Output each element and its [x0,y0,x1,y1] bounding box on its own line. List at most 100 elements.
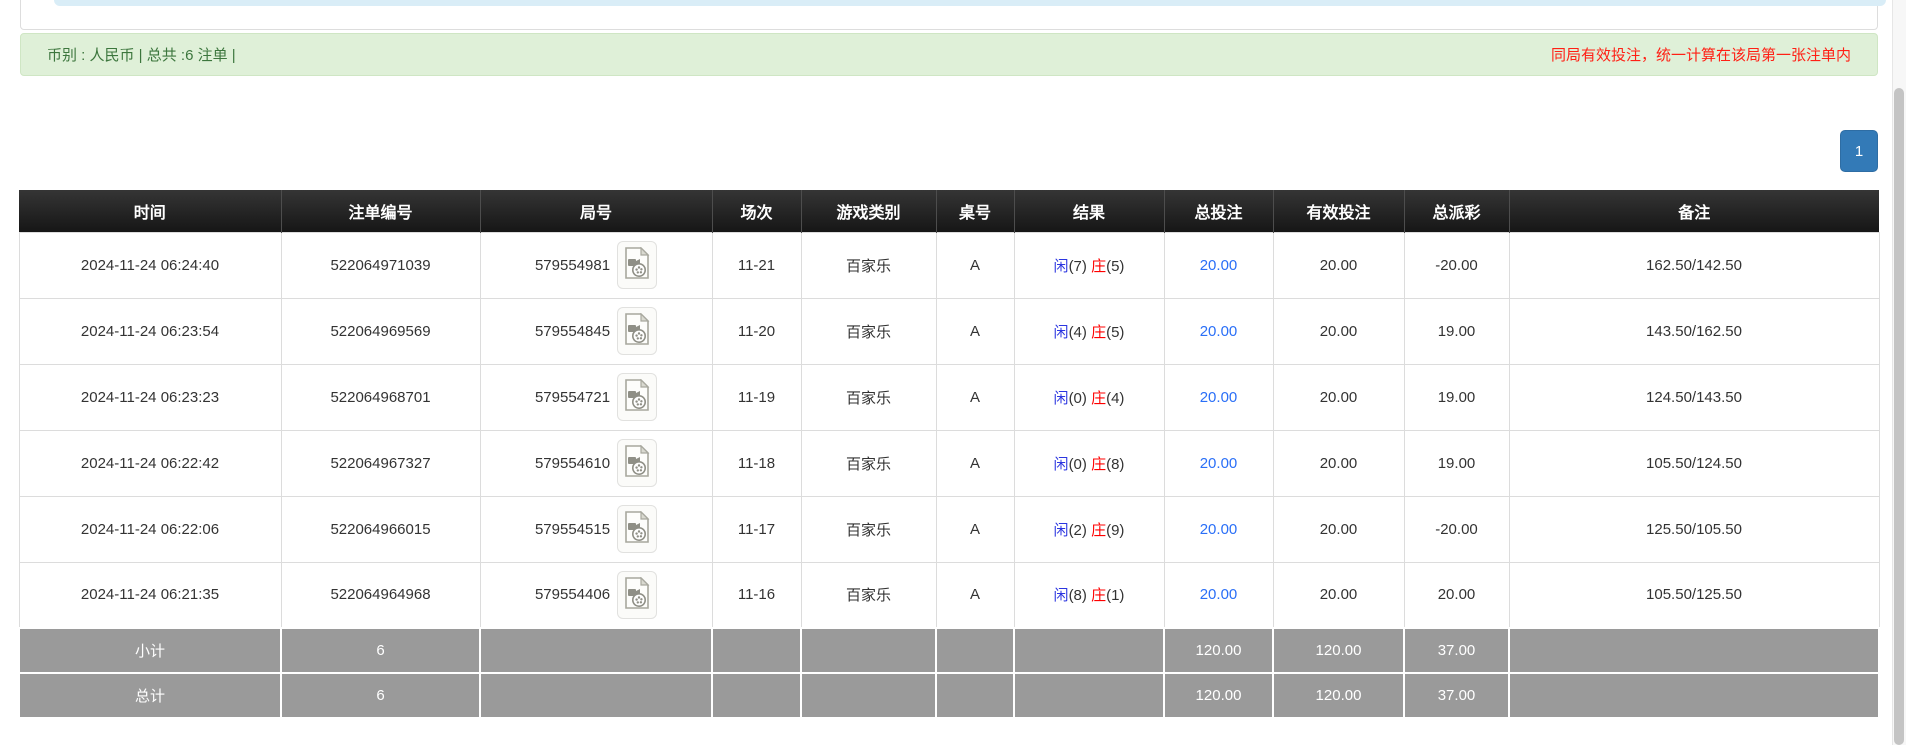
total-bet-link[interactable]: 20.00 [1199,454,1238,472]
header-round-id: 局号 [480,190,713,232]
cell-time: 2024-11-24 06:22:42 [18,429,282,497]
cell-bet-id: 522064964968 [280,561,481,629]
cell-session: 11-19 [711,363,802,431]
cell-round-id: 579554721 [479,363,713,431]
cell-session: 11-16 [711,561,802,629]
cell-remark: 124.50/143.50 [1508,363,1880,431]
cell-bet-id: 522064969569 [280,297,481,365]
cell-result: 闲(2) 庄(9) [1013,495,1165,563]
table-row: 2024-11-24 06:21:35 522064964968 5795544… [18,561,1880,629]
cell-bet-id: 522064966015 [280,495,481,563]
table-header-row: 时间 注单编号 局号 场次 游戏类别 桌号 结果 总投注 有效投注 总派彩 备注 [19,190,1879,232]
result-player-score: (8) [1068,587,1087,605]
total-bet-link[interactable]: 20.00 [1199,520,1238,538]
result-player-label: 闲 [1053,521,1069,539]
vertical-scrollbar-thumb[interactable] [1894,88,1904,745]
cell-total-bet: 20.00 [1163,363,1274,431]
cell-table-no: A [935,495,1015,563]
cell-table-no: A [935,231,1015,299]
top-form-strip [54,0,1886,6]
cell-time: 2024-11-24 06:23:23 [18,363,282,431]
cell-round-id: 579554845 [479,297,713,365]
result-banker-score: (9) [1106,521,1125,539]
summary-total-bet: 120.00 [1163,672,1274,719]
result-banker-label: 庄 [1091,587,1107,605]
video-replay-button[interactable] [617,241,658,289]
video-replay-button[interactable] [617,439,658,487]
result-banker-label: 庄 [1091,521,1107,539]
cell-total-bet: 20.00 [1163,495,1274,563]
table-row: 2024-11-24 06:23:54 522064969569 5795548… [18,297,1880,365]
video-replay-button[interactable] [617,570,658,619]
cell-time: 2024-11-24 06:21:35 [18,561,282,629]
result-banker-score: (1) [1106,587,1125,605]
summary-total-bet: 120.00 [1163,627,1274,674]
header-remark: 备注 [1509,190,1879,232]
pagination-page-1[interactable]: 1 [1840,130,1878,172]
header-result: 结果 [1014,190,1165,232]
total-bet-link[interactable]: 20.00 [1199,322,1238,340]
cell-session: 11-21 [711,231,802,299]
cell-bet-id: 522064971039 [280,231,481,299]
result-banker-score: (4) [1106,389,1125,407]
result-banker-label: 庄 [1091,257,1107,275]
round-id-text: 579554610 [534,454,611,472]
total-bet-link[interactable]: 20.00 [1199,256,1238,274]
cell-total-bet: 20.00 [1163,429,1274,497]
video-replay-button[interactable] [617,307,658,355]
cell-session: 11-17 [711,495,802,563]
cell-remark: 105.50/125.50 [1508,561,1880,629]
cell-game-type: 百家乐 [800,561,937,629]
header-total-bet: 总投注 [1164,190,1274,232]
cell-round-id: 579554515 [479,495,713,563]
cell-time: 2024-11-24 06:24:40 [18,231,282,299]
cell-payout: -20.00 [1403,231,1510,299]
result-player-score: (4) [1068,323,1087,341]
round-id-text: 579554721 [534,388,611,406]
cell-session: 11-20 [711,297,802,365]
round-id-text: 579554981 [534,256,611,274]
summary-payout: 37.00 [1403,627,1510,674]
result-player-score: (0) [1068,389,1087,407]
cell-round-id: 579554406 [479,561,713,629]
cell-game-type: 百家乐 [800,297,937,365]
cell-result: 闲(0) 庄(4) [1013,363,1165,431]
result-player-label: 闲 [1053,455,1069,473]
summary-bar: 币别 : 人民币 | 总共 :6 注单 | 同局有效投注，统一计算在该局第一张注… [20,33,1878,76]
cell-valid-bet: 20.00 [1272,561,1405,629]
video-file-icon [624,576,650,613]
cell-result: 闲(7) 庄(5) [1013,231,1165,299]
summary-payout: 37.00 [1403,672,1510,719]
header-game-type: 游戏类别 [801,190,937,232]
header-valid-bet: 有效投注 [1273,190,1405,232]
header-session: 场次 [712,190,802,232]
cell-valid-bet: 20.00 [1272,363,1405,431]
total-bet-link[interactable]: 20.00 [1199,388,1238,406]
total-bet-link[interactable]: 20.00 [1199,586,1238,604]
result-banker-label: 庄 [1091,323,1107,341]
cell-total-bet: 20.00 [1163,231,1274,299]
summary-count: 6 [280,672,481,719]
cell-bet-id: 522064967327 [280,429,481,497]
cell-total-bet: 20.00 [1163,561,1274,629]
result-player-label: 闲 [1053,257,1069,275]
summary-label: 小计 [18,627,282,674]
header-bet-id: 注单编号 [281,190,481,232]
cell-remark: 105.50/124.50 [1508,429,1880,497]
cell-bet-id: 522064968701 [280,363,481,431]
cell-remark: 143.50/162.50 [1508,297,1880,365]
summary-row: 总计 6 120.00 120.00 37.00 [18,672,1880,719]
video-replay-button[interactable] [617,505,658,553]
cell-result: 闲(8) 庄(1) [1013,561,1165,629]
result-player-score: (7) [1068,257,1087,275]
video-file-icon [624,444,650,481]
cell-payout: 19.00 [1403,363,1510,431]
header-time: 时间 [19,190,282,232]
cell-session: 11-18 [711,429,802,497]
result-banker-label: 庄 [1091,389,1107,407]
valid-bet-notice-text: 同局有效投注，统一计算在该局第一张注单内 [1550,47,1851,64]
video-replay-button[interactable] [617,373,658,421]
table-row: 2024-11-24 06:24:40 522064971039 5795549… [18,231,1880,299]
cell-valid-bet: 20.00 [1272,231,1405,299]
video-file-icon [624,312,650,349]
